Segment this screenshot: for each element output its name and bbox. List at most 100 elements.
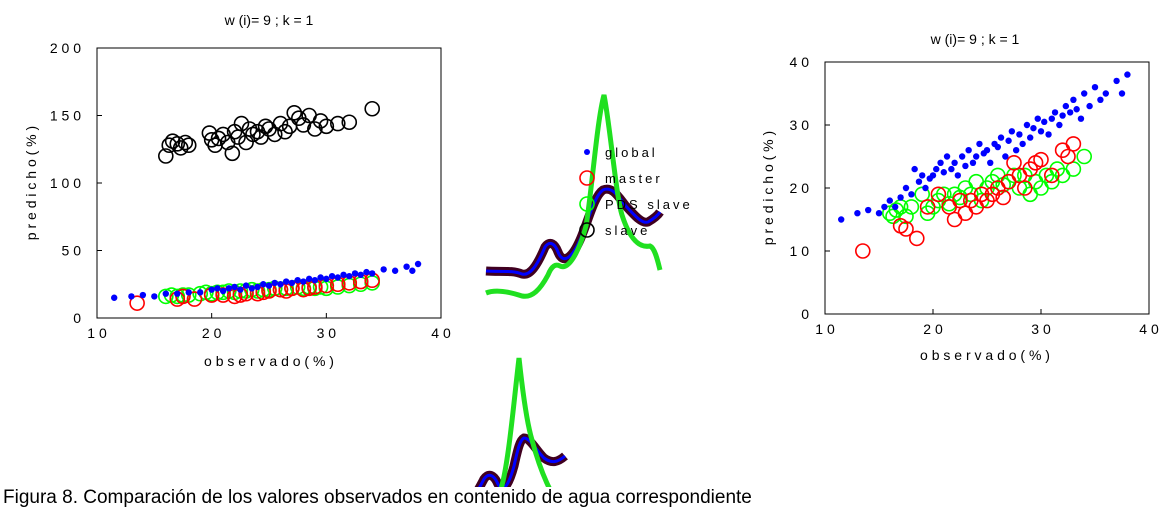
chart-right-ytick-label: 1 0: [790, 243, 810, 259]
chart-right-point-global: [875, 210, 883, 217]
chart-left-point-slave: [215, 126, 231, 143]
chart-right-point-master: [1017, 180, 1033, 196]
chart-left-ytick-label: 1 0 0: [50, 175, 81, 191]
chart-left-point-global: [237, 286, 244, 293]
chart-right-point-global: [1045, 131, 1052, 138]
chart-left-point-global: [311, 277, 319, 284]
chart-left-point-global: [271, 279, 278, 287]
chart-right-point-global: [1059, 112, 1066, 119]
chart-right-point-master: [946, 211, 963, 228]
chart-left-point-slave: [169, 136, 186, 152]
chart-left-point-global: [283, 278, 290, 285]
chart-right-point-master: [930, 186, 947, 203]
chart-left-point-global: [151, 293, 158, 300]
chart-left-point-global: [111, 294, 118, 301]
chart-left-xtick-label: 2 0: [202, 325, 222, 341]
chart-right: w (i)= 9 ; k = 1 o b s e r v a d o ( % )…: [760, 31, 1159, 363]
chart-right-point-global: [969, 159, 977, 166]
chart-right-point-master: [919, 199, 936, 215]
chart-right-point-global: [838, 216, 845, 223]
chart-right-point-global: [881, 203, 888, 211]
chart-right-point-global: [1102, 90, 1110, 97]
chart-right-point-global: [1066, 109, 1074, 116]
chart-left-point-global: [409, 267, 416, 274]
chart-right-point-global: [1113, 77, 1120, 85]
chart-right-point-global: [897, 194, 904, 201]
chart-right-point-global: [1077, 115, 1085, 122]
chart-left-point-global: [288, 279, 296, 287]
chart-left-point-global: [363, 268, 370, 276]
chart-left-point-global: [340, 271, 347, 278]
chart-left-ytick-label: 2 0 0: [50, 40, 81, 56]
chart-right-point-global: [929, 172, 937, 179]
legend-label-master: master: [605, 171, 663, 186]
chart-right-point-global: [987, 159, 994, 166]
chart-left-point-global: [128, 293, 135, 300]
chart-right-point-global: [1027, 134, 1034, 141]
chart-right-point-master: [908, 230, 925, 247]
chart-right-point-global: [1041, 118, 1048, 126]
chart-left-point-global: [294, 277, 301, 284]
chart-right-point-global: [997, 134, 1005, 141]
chart-right-point-master: [898, 221, 914, 237]
chart-left-point-global: [357, 271, 364, 278]
chart-right-point-global: [1091, 84, 1099, 91]
chart-right-point-global: [1019, 140, 1026, 148]
chart-right-point-global: [1097, 96, 1104, 104]
chart-left-point-global: [197, 289, 204, 296]
chart-left-point-global: [391, 267, 399, 274]
chart-right-point-global: [943, 153, 951, 160]
chart-right-point-global: [954, 172, 962, 179]
chart-right-point-global: [933, 165, 940, 173]
chart-right-point-global: [940, 169, 947, 176]
chart-left-ytick-label: 1 5 0: [50, 108, 81, 124]
chart-right-xtick-label: 1 0: [815, 321, 835, 337]
chart-right-point-global: [1073, 106, 1080, 113]
chart-right-point-global: [1012, 147, 1020, 154]
chart-left-point-global: [277, 281, 284, 288]
chart-right-point-global: [1086, 102, 1093, 110]
chart-left-xtick-label: 1 0: [87, 325, 107, 341]
chart-left-point-global: [328, 272, 336, 280]
chart-left-point-global: [174, 290, 181, 297]
chart-left-point-global: [260, 281, 267, 288]
chart-left-point-global: [231, 283, 238, 291]
chart-left-point-global: [334, 274, 341, 281]
chart-left: w (i)= 9 ; k = 1 o b s e r v a d o ( % )…: [23, 12, 451, 369]
chart-left-point-slave: [272, 115, 289, 132]
chart-left-ytick-label: 5 0: [62, 243, 82, 259]
chart-right-ytick-label: 4 0: [790, 54, 810, 70]
chart-right-point-global: [1124, 71, 1131, 78]
chart-right-point-master: [854, 243, 871, 259]
chart-right-point-global: [1037, 128, 1045, 135]
chart-left-point-slave: [266, 126, 283, 143]
figure-caption: Figura 8. Comparación de los valores obs…: [3, 487, 752, 508]
chart-left-point-slave: [233, 115, 250, 132]
chart-right-point-global: [1023, 121, 1031, 129]
chart-left-point-global: [300, 278, 307, 285]
figure-canvas: global master PDS slave slave w (i)= 9 ; k …: [23, 12, 1159, 487]
legend-label-pds-slave: PDS slave: [605, 197, 693, 212]
chart-left-point-global: [242, 282, 250, 289]
chart-right-point-global: [1002, 153, 1009, 160]
chart-left-point-slave: [224, 145, 241, 162]
chart-left-point-slave: [177, 134, 194, 151]
chart-right-point-global: [922, 184, 929, 192]
chart-left-point-global: [317, 274, 324, 281]
chart-left-point-global: [351, 270, 359, 277]
chart-right-ylabel: p r e d i c h o ( % ): [760, 131, 776, 245]
chart-right-point-global: [1081, 90, 1088, 97]
chart-left-point-slave: [210, 130, 227, 147]
chart-right-point-global: [976, 140, 983, 148]
chart-right-xtick-label: 4 0: [1139, 321, 1159, 337]
chart-right-point-master: [1065, 136, 1082, 152]
chart-right-point-pds-slave: [1076, 148, 1092, 165]
chart-right-point-global: [854, 210, 861, 217]
chart-left-xlabel: o b s e r v a d o ( % ): [204, 353, 334, 369]
chart-right-marks: [838, 71, 1131, 259]
chart-left-point-slave: [180, 137, 197, 153]
chart-right-xtick-label: 2 0: [923, 321, 943, 337]
chart-left-point-global: [346, 272, 353, 280]
chart-left-point-global: [305, 275, 313, 283]
chart-right-point-global: [919, 172, 926, 179]
